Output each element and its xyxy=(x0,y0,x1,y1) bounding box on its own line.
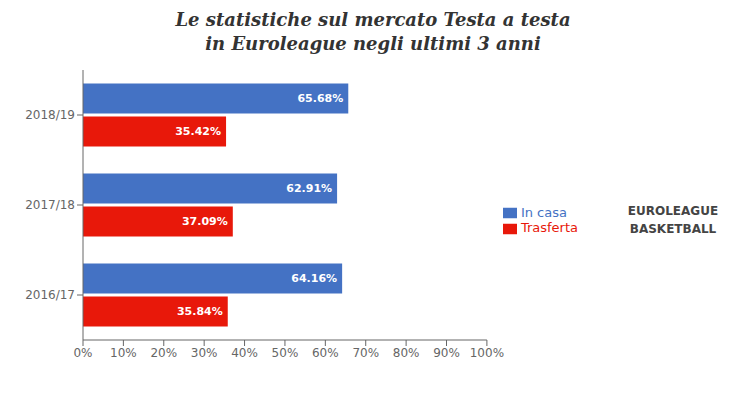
html-text:EUROLEAGUE: EUROLEAGUE xyxy=(627,204,719,218)
svg-text:62.91%: 62.91% xyxy=(286,182,332,195)
html-text:In casa: In casa xyxy=(520,204,567,220)
svg-text:30%: 30% xyxy=(191,346,218,360)
svg-text:2016/17: 2016/17 xyxy=(25,288,75,302)
html-text:Trasferta: Trasferta xyxy=(520,220,578,235)
svg-text:80%: 80% xyxy=(393,346,420,360)
svg-text:37.09%: 37.09% xyxy=(182,215,228,228)
svg-text:100%: 100% xyxy=(470,346,504,360)
svg-text:20%: 20% xyxy=(150,346,177,360)
html-text:Le statistiche sul mercato Tes: Le statistiche sul mercato Testa a testa xyxy=(175,9,571,30)
svg-text:0%: 0% xyxy=(73,346,92,360)
svg-text:2018/19: 2018/19 xyxy=(25,108,75,122)
svg-text:50%: 50% xyxy=(272,346,299,360)
svg-text:10%: 10% xyxy=(110,346,137,360)
svg-text:35.42%: 35.42% xyxy=(175,125,221,138)
svg-text:70%: 70% xyxy=(352,346,379,360)
html-text:BASKETBALL: BASKETBALL xyxy=(629,222,717,236)
svg-text:65.68%: 65.68% xyxy=(297,92,343,105)
svg-text:64.16%: 64.16% xyxy=(291,272,337,285)
svg-text:2017/18: 2017/18 xyxy=(25,198,75,212)
svg-text:40%: 40% xyxy=(231,346,258,360)
svg-text:60%: 60% xyxy=(312,346,339,360)
svg-text:90%: 90% xyxy=(433,346,460,360)
html-text:in Euroleague negli ultimi 3 a: in Euroleague negli ultimi 3 anni xyxy=(205,33,541,54)
svg-text:35.84%: 35.84% xyxy=(177,305,223,318)
